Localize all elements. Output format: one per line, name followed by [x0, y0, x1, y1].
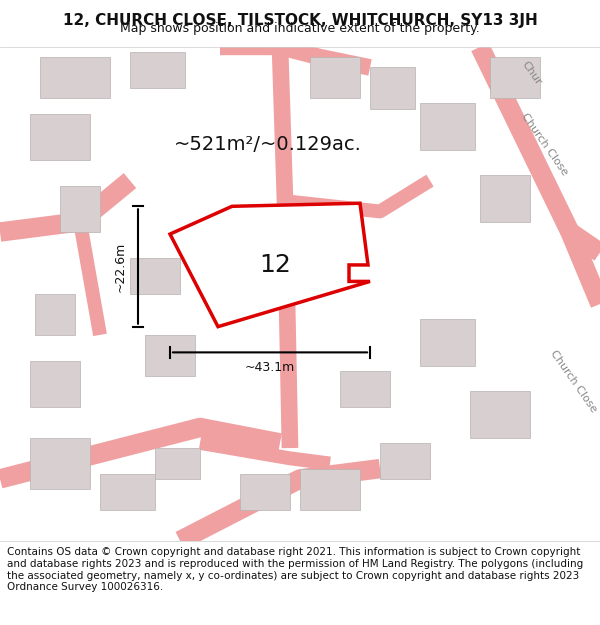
Polygon shape	[420, 319, 475, 366]
Text: Map shows position and indicative extent of the property.: Map shows position and indicative extent…	[120, 22, 480, 35]
Polygon shape	[60, 186, 100, 232]
Polygon shape	[40, 57, 110, 98]
Polygon shape	[380, 443, 430, 479]
Text: Church Close: Church Close	[520, 112, 570, 178]
Text: ~43.1m: ~43.1m	[245, 361, 295, 374]
Polygon shape	[35, 294, 75, 335]
Polygon shape	[470, 391, 530, 438]
Polygon shape	[310, 57, 360, 98]
Polygon shape	[130, 258, 180, 294]
Polygon shape	[155, 448, 200, 479]
Polygon shape	[300, 469, 360, 510]
Text: ~22.6m: ~22.6m	[113, 241, 127, 292]
Polygon shape	[490, 57, 540, 98]
Polygon shape	[30, 114, 90, 160]
Text: Church Close: Church Close	[549, 348, 599, 414]
Text: Contains OS data © Crown copyright and database right 2021. This information is : Contains OS data © Crown copyright and d…	[7, 548, 583, 592]
Polygon shape	[240, 474, 290, 510]
Polygon shape	[145, 335, 195, 376]
Polygon shape	[420, 104, 475, 150]
Text: 12: 12	[259, 253, 291, 277]
Polygon shape	[170, 203, 370, 327]
Text: ~521m²/~0.129ac.: ~521m²/~0.129ac.	[174, 135, 362, 154]
Polygon shape	[130, 52, 185, 88]
Polygon shape	[480, 176, 530, 222]
Polygon shape	[370, 68, 415, 109]
Polygon shape	[30, 438, 90, 489]
Text: Chur: Chur	[520, 59, 544, 87]
Text: 12, CHURCH CLOSE, TILSTOCK, WHITCHURCH, SY13 3JH: 12, CHURCH CLOSE, TILSTOCK, WHITCHURCH, …	[62, 13, 538, 28]
Polygon shape	[100, 474, 155, 510]
Polygon shape	[340, 371, 390, 407]
Polygon shape	[30, 361, 80, 407]
